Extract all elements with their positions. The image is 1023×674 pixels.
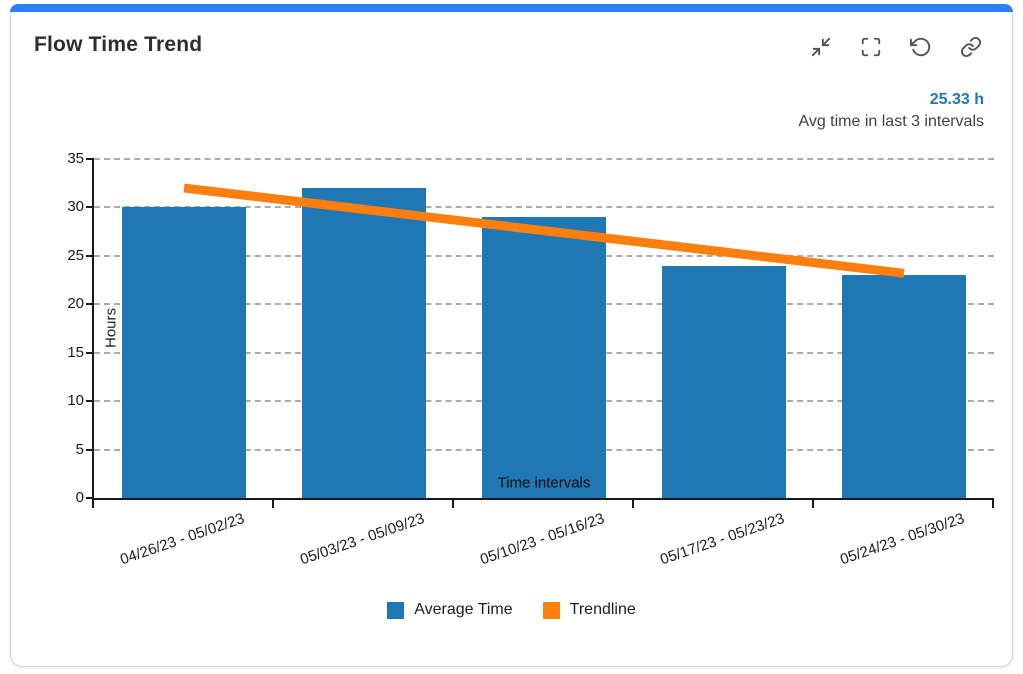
card-toolbar xyxy=(810,35,984,59)
y-axis-tick xyxy=(86,158,94,160)
trendline-swatch-icon xyxy=(542,601,560,619)
legend-item-trendline[interactable]: Trendline xyxy=(542,601,636,619)
x-axis-category-label: 05/03/23 - 05/09/23 xyxy=(297,510,427,569)
fullscreen-icon xyxy=(860,36,884,58)
chart-legend: Average Time Trendline xyxy=(11,601,1012,619)
gridline-35 xyxy=(94,158,994,160)
page-title: Flow Time Trend xyxy=(34,33,203,56)
x-axis-tick xyxy=(272,498,274,508)
x-axis-category-label: 05/10/23 - 05/16/23 xyxy=(477,510,607,569)
y-axis-tick xyxy=(86,448,94,451)
x-axis-tick xyxy=(632,498,634,508)
x-axis-category-label: 04/26/23 - 05/02/23 xyxy=(117,510,247,569)
stat-value: 25.33 h xyxy=(929,91,984,108)
y-axis-tick-label: 5 xyxy=(75,440,84,458)
summary-stat: 25.33 h Avg time in last 3 intervals xyxy=(798,91,984,131)
x-axis-tick xyxy=(92,498,94,508)
legend-label: Average Time xyxy=(414,601,513,618)
x-axis-line xyxy=(92,498,994,500)
collapse-button[interactable] xyxy=(810,35,834,59)
y-axis-line xyxy=(92,158,94,508)
y-axis-tick-label: 20 xyxy=(67,295,84,313)
collapse-icon xyxy=(810,36,834,58)
y-axis-title: Hours xyxy=(102,307,120,349)
average-time-swatch-icon xyxy=(387,601,405,619)
refresh-icon xyxy=(910,36,934,58)
bar-04/26/23 - 05/02/23[interactable] xyxy=(122,207,246,498)
refresh-button[interactable] xyxy=(910,35,934,59)
x-axis-category-label: 05/24/23 - 05/30/23 xyxy=(837,510,967,569)
copy-link-button[interactable] xyxy=(960,35,984,59)
y-axis-tick-label: 0 xyxy=(75,489,84,506)
y-axis-tick-label: 15 xyxy=(67,343,84,361)
stat-caption: Avg time in last 3 intervals xyxy=(798,113,984,130)
bar-05/24/23 - 05/30/23[interactable] xyxy=(842,275,966,498)
flow-time-trend-chart: Hours Time intervals 0 5 10 15 20 25 30 35 04/26… xyxy=(11,5,1012,666)
link-icon xyxy=(960,36,984,58)
legend-label: Trendline xyxy=(569,601,636,618)
fullscreen-button[interactable] xyxy=(860,35,884,59)
card-accent-bar xyxy=(10,4,1013,12)
x-axis-category-label: 05/17/23 - 05/23/23 xyxy=(657,510,787,569)
x-axis-title: Time intervals xyxy=(497,474,591,492)
y-axis-tick-label: 30 xyxy=(67,198,84,216)
x-axis-tick xyxy=(452,498,454,508)
x-axis-tick xyxy=(812,498,814,508)
legend-item-average-time[interactable]: Average Time xyxy=(387,601,513,619)
y-axis-tick xyxy=(86,497,94,499)
bar-05/10/23 - 05/16/23[interactable] xyxy=(482,217,606,498)
y-axis-tick xyxy=(86,206,94,209)
y-axis-tick-label: 25 xyxy=(67,246,84,264)
y-axis-tick xyxy=(86,400,94,403)
y-axis-tick-label: 10 xyxy=(67,392,84,410)
y-axis-tick xyxy=(86,351,94,354)
x-axis-tick xyxy=(992,498,994,508)
bar-05/03/23 - 05/09/23[interactable] xyxy=(302,188,426,498)
y-axis-tick xyxy=(86,303,94,306)
flow-time-trend-card: Flow Time Trend xyxy=(10,4,1013,667)
y-axis-tick-label: 35 xyxy=(67,150,84,167)
bar-05/17/23 - 05/23/23[interactable] xyxy=(662,265,786,498)
y-axis-tick xyxy=(86,254,94,257)
